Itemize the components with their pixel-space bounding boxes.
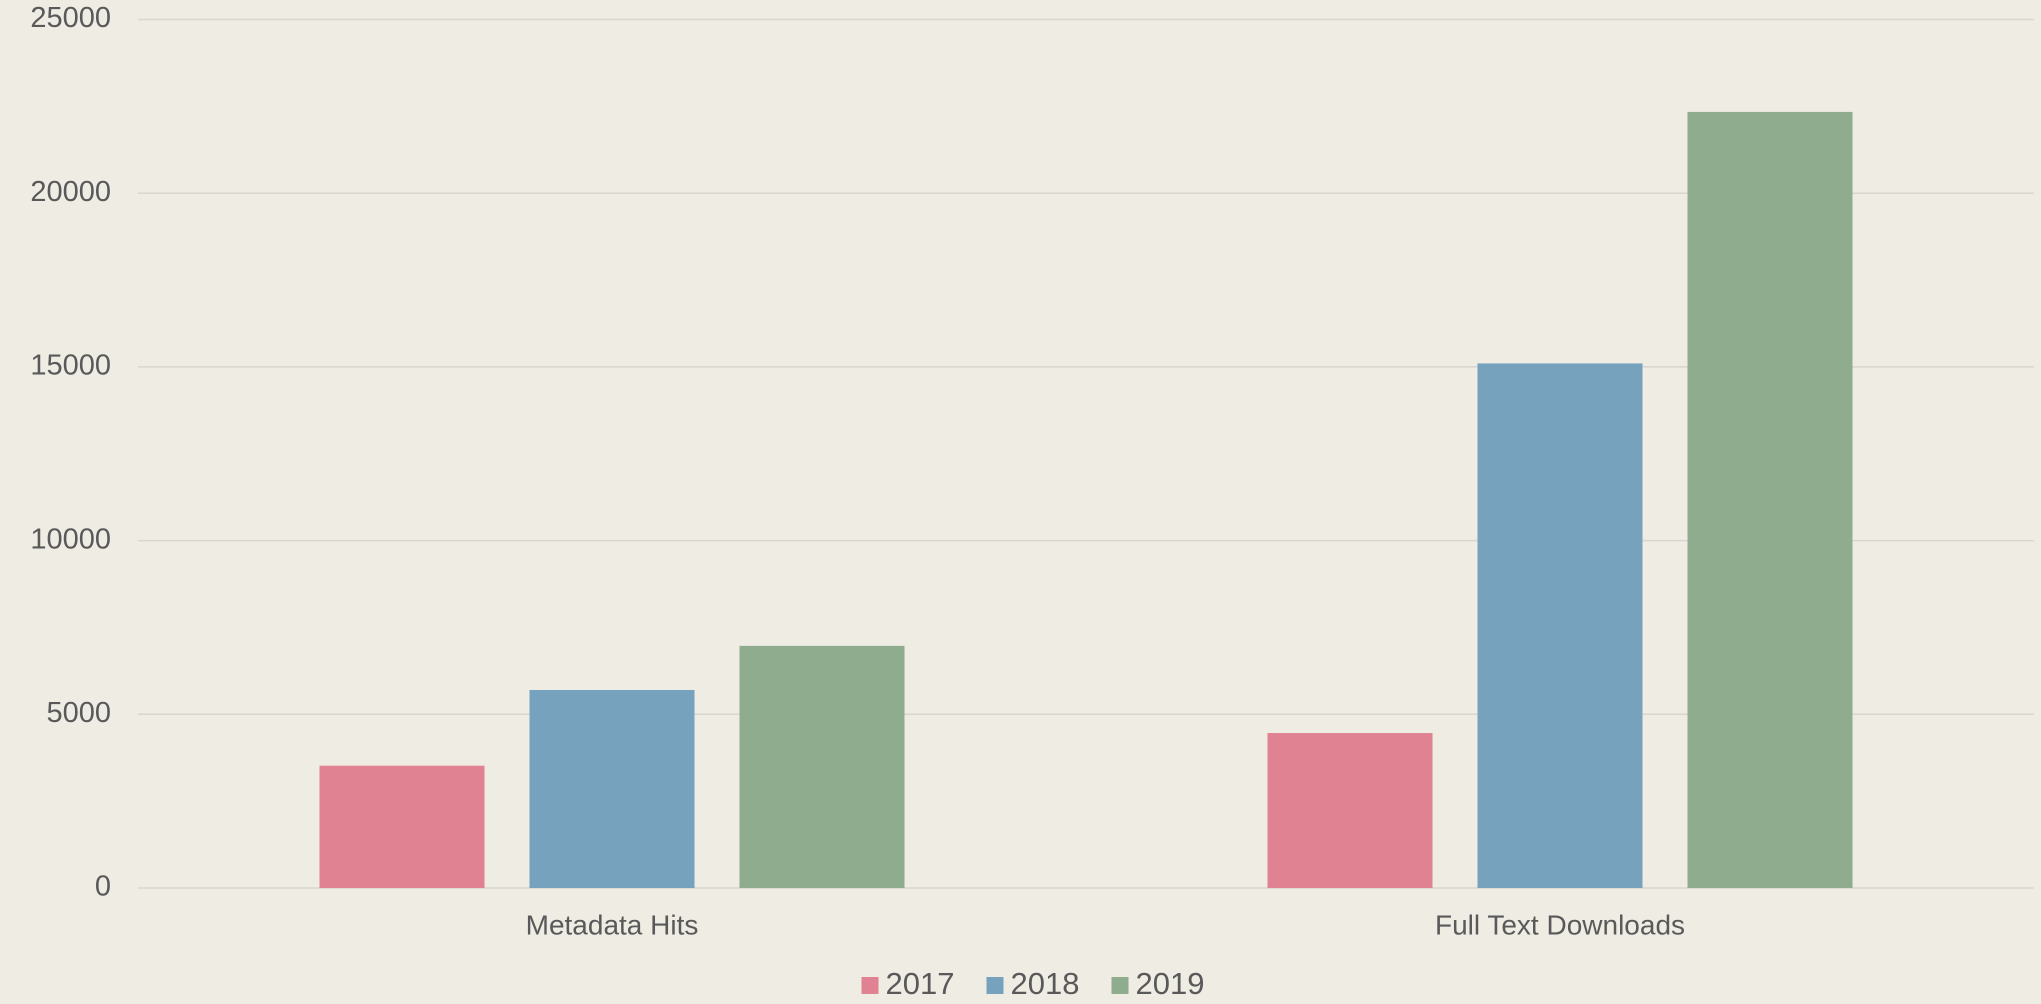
bar [319, 765, 485, 888]
bar [739, 645, 905, 888]
legend-label: 2018 [1011, 966, 1080, 1001]
bar [1477, 363, 1643, 888]
bar [1267, 733, 1433, 888]
x-tick-label: Metadata Hits [526, 909, 699, 940]
y-tick-label: 15000 [30, 350, 111, 382]
legend-swatch [1111, 977, 1129, 994]
legend-swatch [986, 977, 1004, 994]
bar [1687, 111, 1853, 889]
legend-label: 2019 [1136, 966, 1205, 1001]
legend-label: 2017 [886, 966, 955, 1001]
y-tick-label: 0 [95, 871, 111, 903]
y-tick-label: 20000 [30, 176, 111, 208]
y-tick-label: 10000 [30, 523, 111, 555]
x-tick-label: Full Text Downloads [1435, 909, 1685, 940]
y-tick-label: 25000 [30, 2, 111, 34]
y-tick-label: 5000 [46, 697, 111, 729]
legend-swatch [861, 977, 879, 994]
bar [529, 689, 695, 888]
